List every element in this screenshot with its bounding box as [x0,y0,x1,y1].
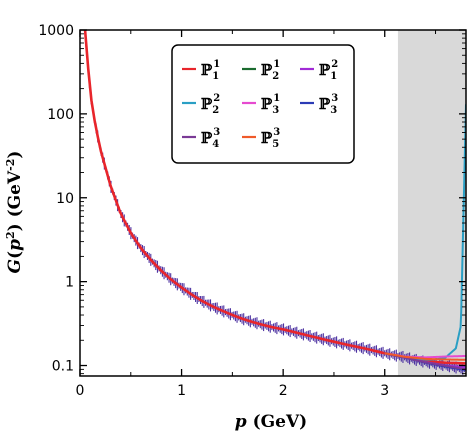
axes-layer: 0 1 2 3 0.1 1 10 100 1000 [38,23,467,399]
series-layer [83,30,466,372]
y-tick-label: 10 [56,191,74,207]
legend-label: ℙ11 [201,59,220,82]
legend: ℙ11 ℙ21 ℙ12 ℙ22 ℙ31 ℙ33 ℙ43 ℙ53 [171,44,355,164]
x-tick-label: 2 [279,383,288,399]
legend-label: ℙ33 [319,93,338,116]
y-tick-label: 1000 [38,23,74,39]
series-line [384,352,466,361]
legend-label: ℙ43 [201,127,220,150]
y-tick-label: 100 [47,107,74,123]
legend-label: ℙ21 [261,59,280,82]
legend-label: ℙ31 [261,93,280,116]
x-tick-label: 0 [76,383,85,399]
x-tick-label: 1 [177,383,186,399]
y-tick-label: 1 [65,275,74,291]
x-tick-label: 3 [380,383,389,399]
legend-label: ℙ22 [201,93,220,116]
legend-box [171,44,355,164]
legend-label: ℙ12 [319,59,338,82]
plot-frame [79,29,467,377]
y-axis-label: G(p2) (GeV-2) [4,151,26,274]
legend-label: ℙ53 [261,127,280,150]
shaded-region [397,30,466,376]
x-axis-label: p (GeV) [235,412,307,432]
y-tick-label: 0.1 [52,359,74,375]
shaded-region-layer [397,30,466,376]
